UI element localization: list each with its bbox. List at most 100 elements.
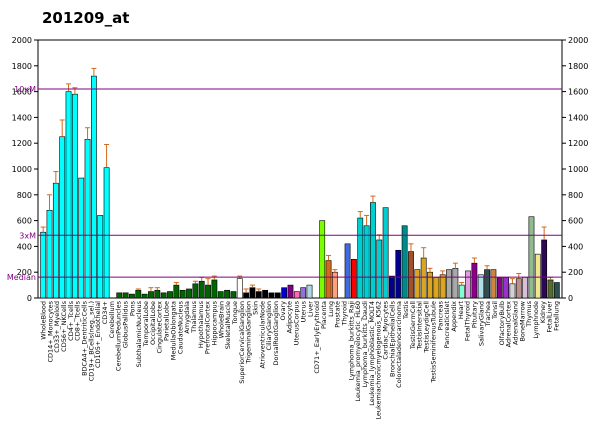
reference-line-label: 3xM bbox=[19, 231, 36, 240]
bar bbox=[306, 284, 313, 299]
y-tick-label: 1000 bbox=[12, 165, 32, 174]
plot-frame bbox=[37, 39, 563, 299]
bar bbox=[541, 239, 548, 299]
x-tick-label: Placenta bbox=[320, 301, 328, 329]
reference-lines: 10xM 3xM Median bbox=[7, 85, 562, 282]
chart-title: 201209_at bbox=[42, 9, 130, 27]
bar bbox=[293, 291, 300, 299]
right-y-tick-label: 400 bbox=[568, 242, 583, 251]
bar bbox=[344, 243, 351, 299]
right-y-tick-label: 2000 bbox=[568, 36, 588, 45]
bar bbox=[376, 239, 383, 299]
x-tick-label: Thalamus bbox=[190, 300, 198, 333]
x-tick-label: Kidney bbox=[539, 301, 547, 323]
x-tick-label: Lymphoma_burkitts_Daudi bbox=[361, 301, 369, 387]
x-tick-label: CerebellumPeduncles bbox=[115, 300, 123, 371]
x-tick-label: Thymus bbox=[525, 300, 533, 327]
bar bbox=[458, 284, 465, 299]
x-tick-label: CD56+_NKCells bbox=[60, 300, 68, 351]
bar bbox=[186, 288, 192, 299]
bar bbox=[477, 274, 484, 299]
right-y-tick-label: 1200 bbox=[568, 139, 588, 148]
x-tick-label: TemporalLobe bbox=[142, 301, 150, 347]
x-tick-label: Ovary bbox=[279, 301, 287, 321]
bar bbox=[509, 283, 516, 299]
bar bbox=[534, 253, 541, 299]
bar bbox=[452, 268, 459, 299]
right-y-tick-label: 0 bbox=[568, 294, 573, 303]
bar bbox=[167, 291, 173, 299]
bar bbox=[141, 293, 148, 299]
x-tick-label: PrefrontalCortex bbox=[204, 301, 212, 354]
bar bbox=[370, 202, 376, 299]
chart-bars bbox=[40, 75, 560, 299]
x-tick-label: Hippocampus bbox=[210, 300, 218, 345]
y-tick-label: 400 bbox=[17, 242, 32, 251]
bar bbox=[287, 284, 294, 299]
x-tick-label: Prostate bbox=[334, 301, 342, 328]
bar bbox=[281, 287, 288, 299]
x-tick-label: Tonsil bbox=[491, 301, 499, 320]
bar bbox=[408, 251, 414, 299]
right-y-tick-label: 1000 bbox=[568, 165, 588, 174]
bar bbox=[52, 182, 59, 299]
right-y-tick-label: 200 bbox=[568, 268, 583, 277]
bar bbox=[192, 283, 199, 299]
bar bbox=[522, 277, 529, 299]
bar bbox=[414, 269, 421, 299]
bar bbox=[490, 269, 497, 299]
x-tick-label: UterusCorpus bbox=[293, 300, 301, 345]
x-tick-label: Leukemia_lymphoblastic_MOLT4 bbox=[368, 301, 376, 406]
y-tick-label: 2000 bbox=[12, 36, 32, 45]
chart-category-labels: WholeBloodCD14+_MonocytesCD33+_MyeloidCD… bbox=[39, 300, 560, 419]
x-tick-label: FetalLiver bbox=[546, 301, 554, 333]
x-tick-label: Trachea bbox=[484, 301, 492, 327]
y-tick-label: 0 bbox=[27, 294, 32, 303]
x-tick-label: Pons bbox=[128, 300, 136, 316]
y-tick-label: 800 bbox=[17, 191, 32, 200]
x-tick-label: TestisIntersitial bbox=[416, 301, 424, 351]
x-tick-label: Amygdala bbox=[183, 301, 191, 334]
x-tick-label: CD34+ bbox=[101, 301, 109, 324]
right-y-tick-label: 1800 bbox=[568, 62, 588, 71]
chart-axes: 0 200 400 600 800 1000 1200 1400 1600 1800 2000 0 20… bbox=[12, 36, 589, 303]
bar bbox=[382, 207, 389, 299]
x-tick-label: Adipocyte bbox=[286, 301, 294, 333]
bar bbox=[363, 225, 370, 299]
x-tick-label: Hypothalamus bbox=[197, 300, 205, 348]
bar bbox=[224, 289, 230, 299]
bar bbox=[103, 167, 110, 299]
x-tick-label: AdrenalCortex bbox=[505, 301, 513, 348]
bar bbox=[91, 75, 97, 299]
bar bbox=[515, 278, 522, 299]
bar bbox=[262, 289, 269, 299]
x-tick-label: BronchialEpithelialCells bbox=[388, 300, 396, 377]
x-tick-label: SuperiorCervicalGanglion bbox=[238, 301, 246, 384]
bar bbox=[211, 279, 218, 299]
bar bbox=[484, 269, 490, 299]
right-y-tick-label: 800 bbox=[568, 191, 583, 200]
bar bbox=[135, 289, 142, 299]
x-tick-label: MedullaOblongata bbox=[169, 301, 177, 360]
bar bbox=[350, 258, 357, 299]
bar bbox=[78, 177, 85, 299]
x-tick-label: Pituitary bbox=[470, 301, 478, 328]
bar bbox=[496, 277, 503, 299]
x-tick-label: Cardiac_Myocytes bbox=[382, 300, 390, 359]
bar bbox=[129, 293, 135, 299]
x-tick-label: Heart bbox=[457, 301, 465, 320]
bar bbox=[319, 220, 326, 299]
x-tick-label: ParietalLobe bbox=[163, 301, 171, 341]
bar bbox=[528, 216, 535, 299]
bar bbox=[446, 269, 452, 299]
x-tick-label: TestisGermCell bbox=[409, 301, 417, 350]
bar bbox=[274, 292, 281, 299]
y-tick-label: 600 bbox=[17, 217, 32, 226]
right-y-tick-label: 600 bbox=[568, 217, 583, 226]
bar bbox=[173, 284, 180, 299]
x-tick-label: Pancreas bbox=[436, 300, 444, 330]
bar bbox=[547, 279, 554, 299]
bar bbox=[268, 292, 275, 299]
y-tick-label: 1800 bbox=[12, 62, 32, 71]
